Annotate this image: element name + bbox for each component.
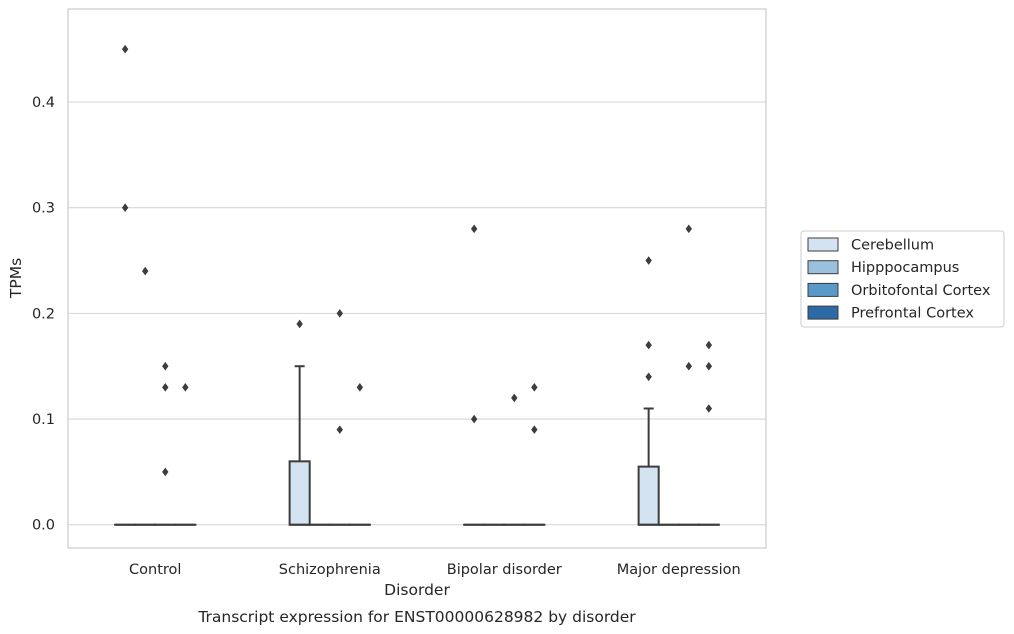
legend-label: Orbitofontal Cortex — [851, 283, 991, 299]
outlier-point — [705, 340, 713, 350]
x-axis-ticks: Control Schizophrenia Bipolar disorder Majo… — [129, 562, 741, 578]
outlier-point — [121, 44, 129, 54]
outlier-point — [336, 309, 343, 318]
outlier-point — [531, 425, 538, 434]
outlier-point — [685, 224, 692, 234]
legend-swatch — [807, 282, 839, 297]
outlier-point — [162, 383, 169, 392]
outlier-point — [182, 383, 189, 392]
y-tick-label: 0.4 — [32, 95, 55, 111]
outlier-point — [162, 361, 169, 371]
y-axis-ticks: 0.0 0.1 0.2 0.3 0.4 — [32, 95, 55, 534]
outlier-point — [685, 361, 692, 371]
outlier-point — [470, 414, 478, 424]
outlier-point — [645, 340, 652, 350]
legend-frame — [800, 230, 1005, 328]
legend-label: Cerebellum — [851, 238, 934, 254]
legend-swatch — [807, 260, 839, 275]
outlier-point — [511, 393, 518, 403]
legend-swatch — [807, 305, 839, 320]
outlier-point — [121, 203, 129, 212]
plot-area — [114, 44, 720, 526]
x-tick-label: Schizophrenia — [279, 562, 381, 578]
outlier-point — [645, 256, 652, 265]
outlier-point — [356, 383, 364, 392]
outlier-point — [142, 266, 149, 276]
outlier-point — [336, 425, 343, 434]
legend: Cerebellum Hipppocampus Orbitofontal Corte… — [800, 230, 1005, 328]
legend-swatch — [807, 237, 839, 252]
outlier-point — [705, 404, 713, 413]
box — [637, 465, 660, 526]
legend-label: Hipppocampus — [851, 260, 959, 276]
y-tick-label: 0.0 — [32, 518, 55, 534]
y-axis-title: TPMs — [7, 258, 25, 299]
chart-caption: Transcript expression for ENST0000062898… — [197, 608, 636, 626]
outlier-point — [296, 319, 303, 329]
x-axis-title: Disorder — [384, 581, 450, 599]
outlier-point — [705, 361, 713, 371]
y-tick-label: 0.1 — [32, 412, 55, 428]
box — [288, 460, 311, 526]
x-tick-label: Bipolar disorder — [447, 562, 562, 578]
outlier-point — [645, 372, 652, 382]
legend-label: Prefrontal Cortex — [851, 306, 974, 322]
y-tick-label: 0.2 — [32, 306, 55, 322]
x-tick-label: Control — [129, 562, 181, 578]
plot-frame — [67, 8, 767, 549]
x-tick-label: Major depression — [617, 562, 741, 578]
y-tick-label: 0.3 — [32, 201, 55, 217]
outlier-point — [531, 383, 538, 392]
outlier-point — [470, 224, 478, 234]
outlier-point — [162, 467, 169, 477]
